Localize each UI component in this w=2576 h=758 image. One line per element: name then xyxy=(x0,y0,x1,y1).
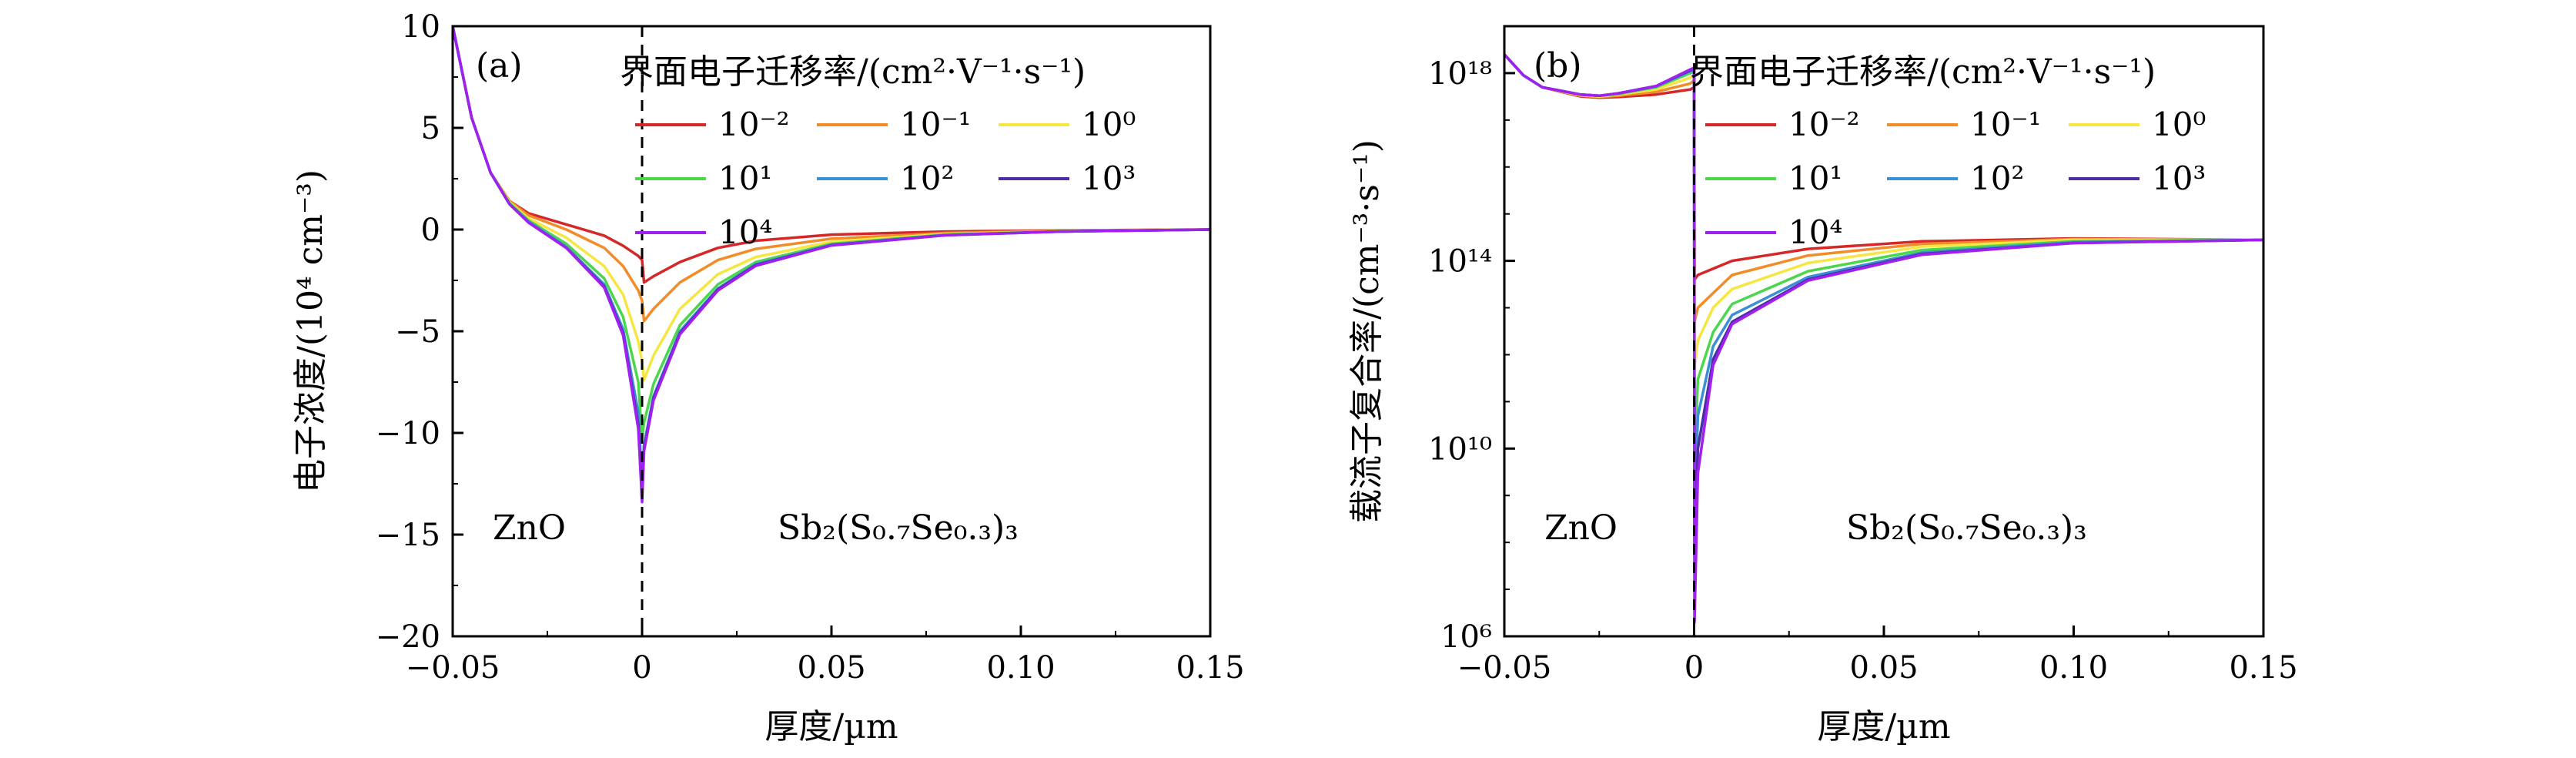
panel-b-legend-label-5: 10³ xyxy=(2152,159,2206,197)
panel-b-x-axis-label: 厚度/µm xyxy=(1817,707,1950,746)
panel-b-zno-label: ZnO xyxy=(1544,508,1618,548)
panel-a-ticks: −0.05 0 0.05 0.10 0.15 10 5 0 −5 −10 −15 −20 xyxy=(376,9,1245,686)
panel-b-sbsse-label: Sb₂(S₀.₇Se₀.₃)₃ xyxy=(1846,508,2087,548)
panel-b-label: (b) xyxy=(1534,46,1582,86)
panel-a-legend-label-4: 10² xyxy=(900,159,954,197)
panel-a-legend-label-2: 10⁰ xyxy=(1082,106,1136,143)
panel-b-y-tick-label-0: 10¹⁸ xyxy=(1428,56,1492,92)
panel-b-legend-label-4: 10² xyxy=(1970,159,2024,197)
panel-b-y-tick-label-3: 10⁶ xyxy=(1440,619,1492,655)
panel-b-ticks: −0.05 0 0.05 0.10 0.15 10¹⁸ 10¹⁴ 10¹⁰ 10⁶ xyxy=(1428,25,2298,686)
panel-b-y-tick-label-1: 10¹⁴ xyxy=(1428,244,1492,280)
panel-b-series-3 xyxy=(1504,53,2263,465)
panel-b-y-axis-label: 载流子复合率/(cm⁻³·s⁻¹) xyxy=(1347,139,1387,523)
panel-a-y-tick-label-6: −20 xyxy=(376,619,440,655)
panel-b-series-4 xyxy=(1504,53,2263,522)
panel-a-y-tick-label-3: −5 xyxy=(395,314,440,350)
panel-a-series-5 xyxy=(453,26,1210,500)
panel-b-legend-title: 界面电子迁移率/(cm²·V⁻¹·s⁻¹) xyxy=(1690,52,2156,92)
panel-a-sbsse-label: Sb₂(S₀.₇Se₀.₃)₃ xyxy=(778,508,1019,548)
panel-a-y-axis-label: 电子浓度/(10⁴ cm⁻³) xyxy=(291,169,330,493)
panel-b-x-tick-label-1: 0 xyxy=(1684,650,1704,686)
panel-a-x-tick-label-4: 0.15 xyxy=(1176,650,1244,686)
panel-a-x-tick-label-2: 0.05 xyxy=(797,650,865,686)
panel-a-legend-label-1: 10⁻¹ xyxy=(900,106,971,143)
panel-a-legend-label-0: 10⁻² xyxy=(718,106,789,143)
panel-a-legend-label-5: 10³ xyxy=(1082,159,1136,197)
panel-b-legend-label-1: 10⁻¹ xyxy=(1970,106,2041,143)
panel-b-series-2 xyxy=(1504,53,2263,371)
panel-b-y-tick-label-2: 10¹⁰ xyxy=(1428,431,1492,467)
panel-a-electron-concentration-chart: −0.05 0 0.05 0.10 0.15 10 5 0 −5 −10 −15 −20 (a) Zn… xyxy=(291,9,1245,746)
panel-a-x-tick-label-3: 0.10 xyxy=(986,650,1055,686)
panel-b-plot-frame xyxy=(1503,25,2265,638)
panel-a-y-tick-label-0: 10 xyxy=(401,9,440,45)
panel-a-x-axis-label: 厚度/µm xyxy=(764,707,898,746)
panel-a-series-4 xyxy=(453,26,1210,485)
panel-b-legend-label-6: 10⁴ xyxy=(1788,213,1842,251)
panel-b-x-tick-label-3: 0.10 xyxy=(2039,650,2108,686)
panel-a-y-tick-label-2: 0 xyxy=(421,213,440,248)
panel-b-x-tick-label-0: −0.05 xyxy=(1457,650,1552,686)
panel-a-y-tick-label-5: −15 xyxy=(376,518,440,553)
panel-b-legend-label-3: 10¹ xyxy=(1788,159,1842,197)
panel-b-recombination-rate-chart: −0.05 0 0.05 0.10 0.15 10¹⁸ 10¹⁴ 10¹⁰ 10⁶ (b) Zn… xyxy=(1347,25,2298,746)
panel-a-series-6 xyxy=(453,26,1210,504)
panel-b-legend: 界面电子迁移率/(cm²·V⁻¹·s⁻¹) 10⁻² 10⁻¹ 10⁰ 10¹ 10² 1… xyxy=(1690,52,2206,251)
panel-a-x-tick-label-0: −0.05 xyxy=(406,650,500,686)
panel-a-y-tick-label-1: 5 xyxy=(421,111,440,146)
panel-a-legend-label-3: 10¹ xyxy=(718,159,772,197)
panel-a-y-tick-label-4: −10 xyxy=(376,416,440,451)
panel-a-x-tick-label-1: 0 xyxy=(632,650,651,686)
panel-b-x-tick-label-2: 0.05 xyxy=(1849,650,1918,686)
panel-a-legend-label-6: 10⁴ xyxy=(718,213,772,251)
panel-a-legend-title: 界面电子迁移率/(cm²·V⁻¹·s⁻¹) xyxy=(620,52,1086,92)
panel-a-curves xyxy=(453,26,1210,504)
panel-b-series-5 xyxy=(1504,53,2263,558)
panel-a-legend: 界面电子迁移率/(cm²·V⁻¹·s⁻¹) 10⁻² 10⁻¹ 10⁰ 10¹ 10² 1… xyxy=(620,52,1136,251)
panel-a-plot-frame xyxy=(451,25,1212,638)
panel-b-x-tick-label-4: 0.15 xyxy=(2229,650,2297,686)
panel-b-legend-label-0: 10⁻² xyxy=(1788,106,1859,143)
panel-b-legend-label-2: 10⁰ xyxy=(2152,106,2206,143)
panel-a-zno-label: ZnO xyxy=(493,508,566,548)
panel-a-label: (a) xyxy=(476,46,523,86)
